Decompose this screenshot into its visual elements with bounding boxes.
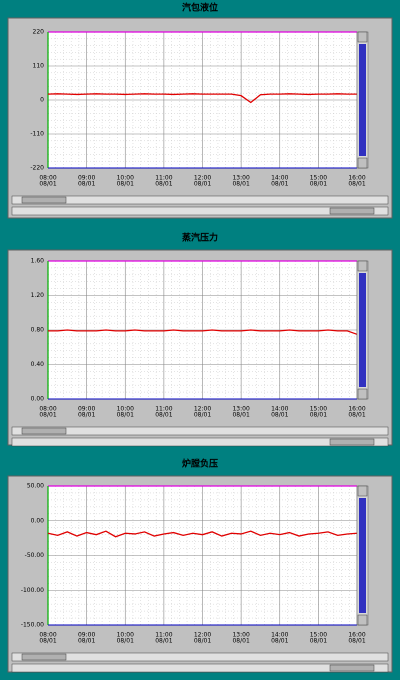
h-scroll-thumb[interactable] [21,653,67,661]
y-tick-label: 110 [33,63,45,70]
x-tick-date: 08/01 [78,181,95,188]
x-tick-label: 13:00 [232,632,249,639]
scroll-down[interactable] [357,388,368,400]
x-tick-label: 12:00 [194,406,211,413]
v-scroll-thumb[interactable] [359,273,366,387]
y-tick-label: 220 [33,29,45,36]
x-tick-label: 09:00 [78,406,95,413]
x-tick-label: 13:00 [232,175,249,182]
x-tick-label: 14:00 [271,632,288,639]
x-tick-label: 11:00 [155,406,172,413]
x-tick-label: 09:00 [78,632,95,639]
x-tick-label: 14:00 [271,406,288,413]
x-tick-label: 10:00 [117,406,134,413]
y-tick-label: 0.00 [31,396,45,403]
y-tick-label: 0.40 [31,361,45,368]
x-tick-label: 08:00 [39,406,56,413]
x-tick-date: 08/01 [348,181,365,188]
y-tick-label: 0 [40,97,44,104]
y-tick-label: 50.00 [27,483,44,490]
x-tick-label: 14:00 [271,175,288,182]
y-tick-label: -110 [30,131,44,138]
h-scroll-thumb[interactable] [21,196,67,204]
x-tick-label: 13:00 [232,406,249,413]
v-scroll-thumb[interactable] [359,44,366,156]
x-tick-date: 08/01 [232,412,249,419]
x-tick-label: 12:00 [194,632,211,639]
x-tick-date: 08/01 [155,412,172,419]
chart-title: 汽包液位 [182,2,218,14]
x-tick-date: 08/01 [194,638,211,645]
h-scrollbar[interactable] [11,206,389,216]
y-tick-label: 1.60 [31,258,45,265]
chart-title: 炉膛负压 [182,458,218,470]
x-tick-date: 08/01 [78,638,95,645]
x-tick-date: 08/01 [39,638,56,645]
scroll-up[interactable] [357,485,368,497]
x-tick-label: 15:00 [310,175,327,182]
x-tick-date: 08/01 [310,412,327,419]
x-tick-date: 08/01 [271,412,288,419]
y-tick-label: 1.20 [31,292,45,299]
x-tick-date: 08/01 [117,412,134,419]
x-tick-label: 15:00 [310,632,327,639]
x-tick-date: 08/01 [310,638,327,645]
scroll-up[interactable] [357,31,368,43]
chart-title: 蒸汽压力 [182,232,218,244]
x-tick-date: 08/01 [155,181,172,188]
x-tick-date: 08/01 [194,181,211,188]
h-scrollbar[interactable] [11,195,389,205]
x-tick-label: 16:00 [348,632,365,639]
x-tick-label: 15:00 [310,406,327,413]
trend-line [47,93,357,104]
x-tick-date: 08/01 [39,412,56,419]
h-scroll-thumb[interactable] [329,207,375,215]
y-tick-label: -150.00 [21,622,44,629]
x-tick-label: 09:00 [78,175,95,182]
x-tick-date: 08/01 [232,638,249,645]
scroll-down[interactable] [357,614,368,626]
x-tick-date: 08/01 [348,638,365,645]
h-scroll-thumb[interactable] [329,664,375,672]
h-scrollbar[interactable] [11,426,389,436]
x-tick-label: 08:00 [39,632,56,639]
y-tick-label: 0.80 [31,327,45,334]
h-scrollbar[interactable] [11,652,389,662]
y-tick-label: -50.00 [25,552,45,559]
x-tick-date: 08/01 [271,181,288,188]
h-scroll-thumb[interactable] [21,427,67,435]
trend-line [48,329,358,335]
x-tick-label: 10:00 [117,632,134,639]
x-tick-label: 11:00 [155,632,172,639]
x-tick-label: 11:00 [155,175,172,182]
x-tick-date: 08/01 [78,412,95,419]
scroll-up[interactable] [357,260,368,272]
x-tick-date: 08/01 [348,412,365,419]
y-tick-label: 0.00 [31,517,45,524]
x-tick-date: 08/01 [117,181,134,188]
x-tick-label: 12:00 [194,175,211,182]
h-scrollbar[interactable] [11,663,389,673]
x-tick-date: 08/01 [117,638,134,645]
h-scrollbar[interactable] [11,437,389,447]
x-tick-date: 08/01 [232,181,249,188]
v-scroll-thumb[interactable] [359,498,366,613]
x-tick-label: 16:00 [348,406,365,413]
scroll-down[interactable] [357,157,368,169]
trend-line [47,530,358,538]
x-tick-date: 08/01 [194,412,211,419]
y-tick-label: -220 [30,165,44,172]
y-tick-label: -100.00 [21,587,44,594]
x-tick-date: 08/01 [310,181,327,188]
x-tick-date: 08/01 [155,638,172,645]
x-tick-label: 16:00 [348,175,365,182]
x-tick-label: 08:00 [39,175,56,182]
x-tick-label: 10:00 [117,175,134,182]
h-scroll-thumb[interactable] [329,438,375,446]
x-tick-date: 08/01 [271,638,288,645]
x-tick-date: 08/01 [39,181,56,188]
